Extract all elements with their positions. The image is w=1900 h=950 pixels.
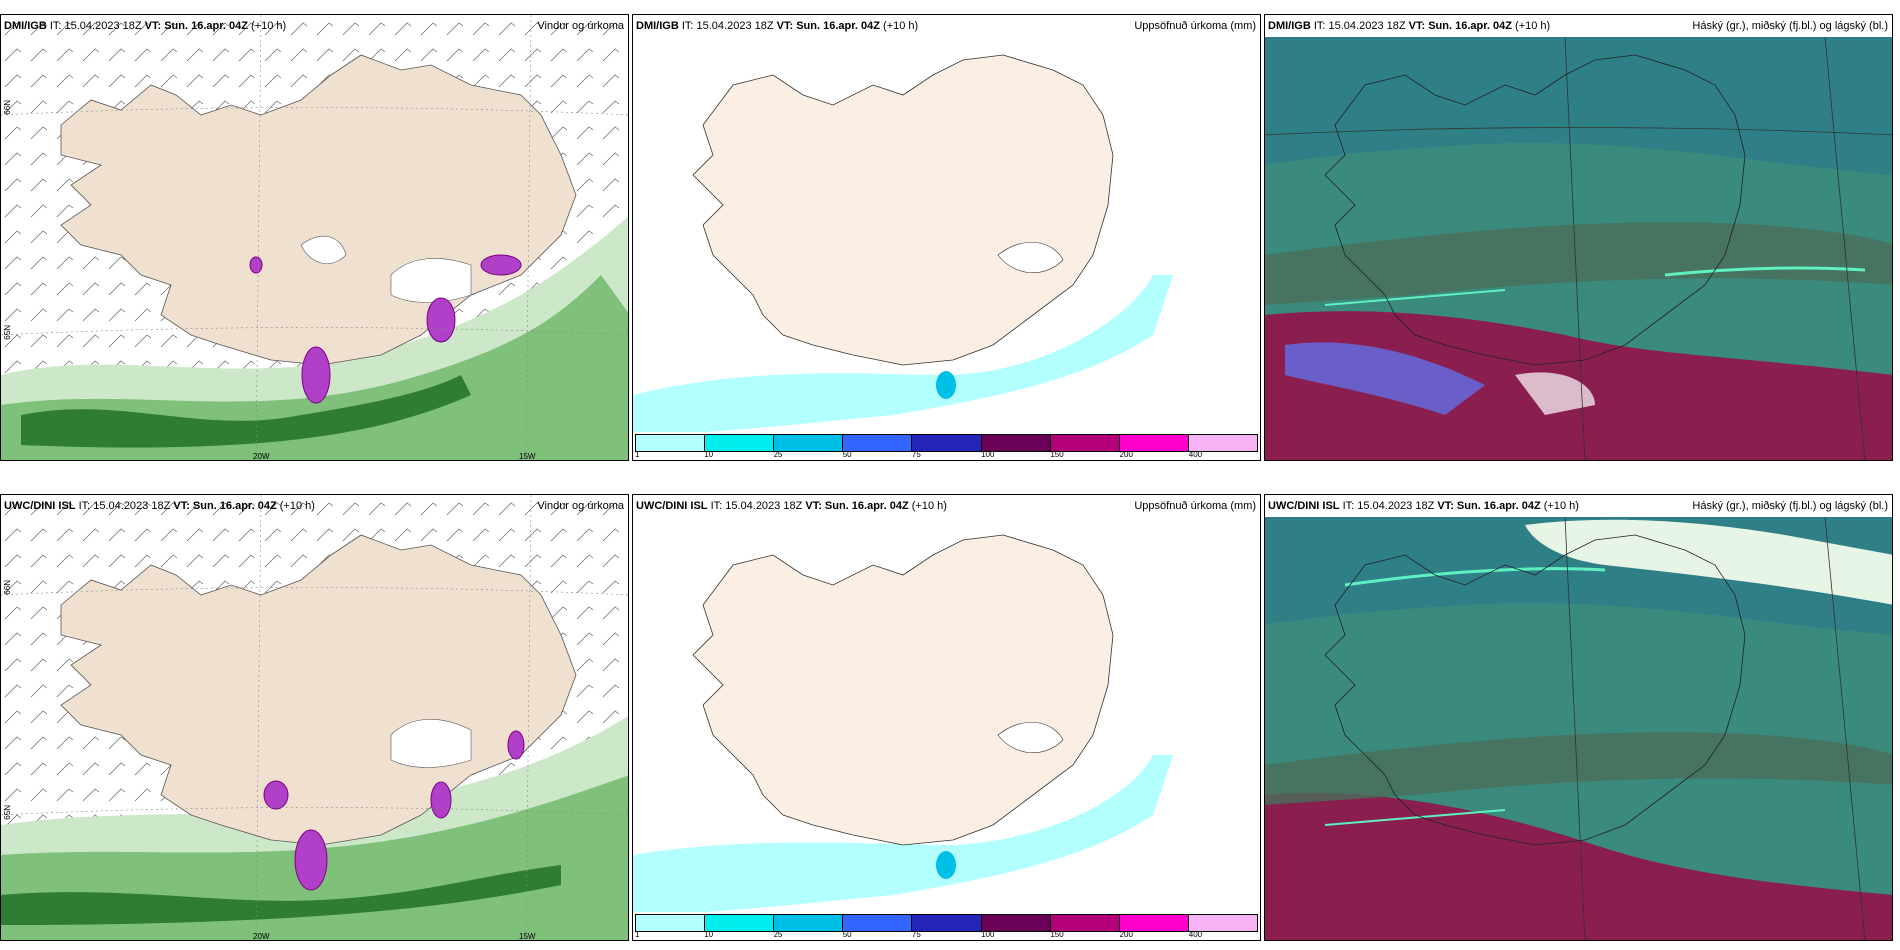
colorbar-swatch bbox=[774, 915, 844, 931]
accum-precip-map bbox=[633, 534, 1173, 915]
colorbar-label: 75 bbox=[911, 450, 921, 459]
colorbar-swatch bbox=[1119, 915, 1189, 931]
panel-header: DMI/IGB IT: 15.04.2023 18Z VT: Sun. 16.a… bbox=[636, 20, 1256, 32]
lat-label-65n: 65N bbox=[3, 805, 12, 820]
colorbar-swatch bbox=[912, 435, 982, 451]
lat-label-66n: 66N bbox=[3, 100, 12, 115]
panel-header: UWC/DINI ISL IT: 15.04.2023 18Z VT: Sun.… bbox=[636, 500, 1256, 512]
colorbar-swatch bbox=[912, 915, 982, 931]
colorbar-label: 400 bbox=[1188, 930, 1203, 939]
colorbar-label: 1 bbox=[635, 450, 640, 459]
panel-uwc-clouds: UWC/DINI ISL IT: 15.04.2023 18Z VT: Sun.… bbox=[1264, 494, 1893, 941]
colorbar-swatch bbox=[1119, 435, 1189, 451]
colorbar-label: 25 bbox=[773, 450, 783, 459]
accum-precip-map bbox=[633, 54, 1173, 435]
panel-header: DMI/IGB IT: 15.04.2023 18Z VT: Sun. 16.a… bbox=[4, 20, 624, 32]
panel-dmi-wind-precip: DMI/IGB IT: 15.04.2023 18Z VT: Sun. 16.a… bbox=[0, 14, 629, 461]
lat-label-65n: 65N bbox=[3, 325, 12, 340]
panel-uwc-accum-precip: UWC/DINI ISL IT: 15.04.2023 18Z VT: Sun.… bbox=[632, 494, 1261, 941]
panel-dmi-clouds: DMI/IGB IT: 15.04.2023 18Z VT: Sun. 16.a… bbox=[1264, 14, 1893, 461]
panel-dmi-accum-precip: DMI/IGB IT: 15.04.2023 18Z VT: Sun. 16.a… bbox=[632, 14, 1261, 461]
colorbar-label: 75 bbox=[911, 930, 921, 939]
colorbar-label: 400 bbox=[1188, 450, 1203, 459]
colorbar-swatch bbox=[1188, 435, 1257, 451]
lon-label-15w: 15W bbox=[519, 452, 536, 461]
lat-label-66n: 66N bbox=[3, 580, 12, 595]
wind-precip-map bbox=[1, 495, 628, 940]
iceland-land bbox=[60, 534, 577, 846]
colorbar-label: 150 bbox=[1050, 450, 1064, 459]
colorbar-label: 50 bbox=[842, 930, 852, 939]
colorbar-label: 50 bbox=[842, 450, 852, 459]
colorbar-swatch bbox=[981, 435, 1051, 451]
colorbar-swatch bbox=[705, 435, 775, 451]
panel-header: UWC/DINI ISL IT: 15.04.2023 18Z VT: Sun.… bbox=[4, 500, 624, 512]
panel-header: DMI/IGB IT: 15.04.2023 18Z VT: Sun. 16.a… bbox=[1265, 15, 1892, 37]
colorbar-swatch bbox=[1050, 435, 1120, 451]
colorbar: 1 10 25 50 75 100 150 200 400 bbox=[633, 432, 1260, 460]
panel-uwc-wind-precip: UWC/DINI ISL IT: 15.04.2023 18Z VT: Sun.… bbox=[0, 494, 629, 941]
colorbar-swatch bbox=[981, 915, 1051, 931]
precip-cores bbox=[249, 254, 522, 404]
lon-label-15w: 15W bbox=[519, 932, 536, 941]
colorbar-label: 10 bbox=[704, 930, 714, 939]
colorbar-label: 200 bbox=[1119, 450, 1133, 459]
colorbar-swatch bbox=[705, 915, 775, 931]
colorbar-swatch bbox=[774, 435, 844, 451]
colorbar-swatch bbox=[636, 435, 706, 451]
colorbar-swatch bbox=[843, 915, 913, 931]
iceland-land bbox=[692, 534, 1114, 846]
colorbar-label: 200 bbox=[1119, 930, 1133, 939]
wind-precip-map bbox=[1, 15, 628, 460]
colorbar-label: 1 bbox=[635, 930, 640, 939]
colorbar-label: 10 bbox=[704, 450, 714, 459]
iceland-land bbox=[60, 54, 577, 366]
lon-label-20w: 20W bbox=[253, 452, 270, 461]
cloud-cover-map bbox=[1265, 36, 1892, 460]
colorbar-swatch bbox=[636, 915, 706, 931]
iceland-land bbox=[692, 54, 1114, 366]
colorbar-label: 25 bbox=[773, 930, 783, 939]
colorbar-swatch bbox=[1188, 915, 1257, 931]
colorbar: 1 10 25 50 75 100 150 200 400 bbox=[633, 912, 1260, 940]
colorbar-swatch bbox=[1050, 915, 1120, 931]
lon-label-20w: 20W bbox=[253, 932, 270, 941]
colorbar-label: 100 bbox=[981, 930, 995, 939]
colorbar-swatch bbox=[843, 435, 913, 451]
colorbar-label: 100 bbox=[981, 450, 995, 459]
cloud-cover-map bbox=[1265, 516, 1892, 940]
panel-header: UWC/DINI ISL IT: 15.04.2023 18Z VT: Sun.… bbox=[1265, 495, 1892, 517]
colorbar-label: 150 bbox=[1050, 930, 1064, 939]
precip-cores bbox=[263, 730, 525, 891]
